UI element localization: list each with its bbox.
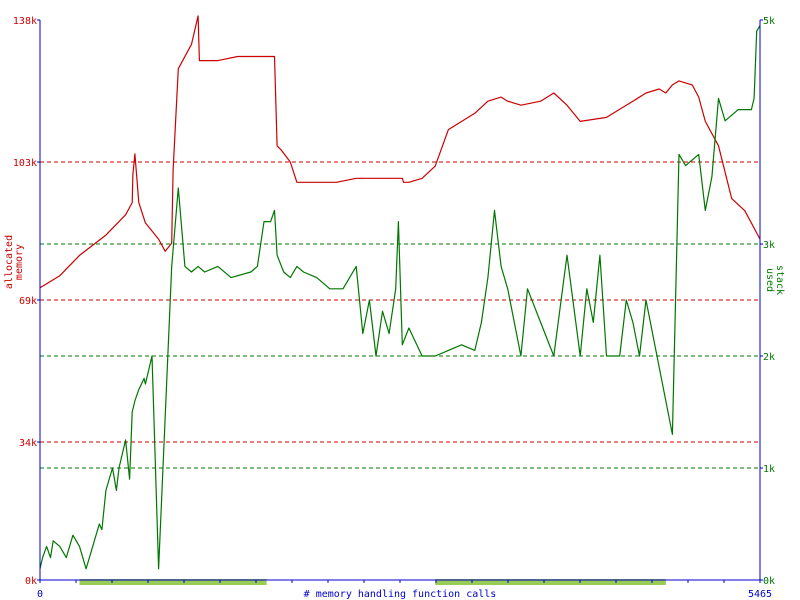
series-line-used-stack <box>39 25 761 570</box>
x-progress-bar <box>79 579 666 585</box>
left-tick-label: 34k <box>19 438 37 449</box>
right-tick-label: 3k <box>763 240 775 251</box>
x-bar-segment <box>435 579 666 585</box>
grid-lines <box>40 161 760 469</box>
right-axis-label-line2: stack <box>774 265 785 295</box>
left-axis-label-line2: memory <box>14 244 25 280</box>
x-bar-segment <box>79 579 267 585</box>
x-tick-min: 0 <box>37 589 43 600</box>
x-axis-label: # memory handling function calls <box>304 589 497 600</box>
series-layer <box>39 15 761 570</box>
right-tick-label: 1k <box>763 464 775 475</box>
right-axis-label-line1: used <box>764 268 775 292</box>
series-line-allocated-memory <box>39 15 761 289</box>
left-tick-label: 0k <box>25 576 37 587</box>
right-tick-label: 5k <box>763 16 775 27</box>
tick-labels: 0k 34k 69k 103k 138k 0k 1k 2k 3k 5k <box>13 16 775 587</box>
right-tick-label: 0k <box>763 576 775 587</box>
left-tick-label: 69k <box>19 296 37 307</box>
x-tick-max: 5465 <box>748 589 772 600</box>
left-tick-label: 103k <box>13 158 37 169</box>
left-tick-label: 138k <box>13 16 37 27</box>
left-axis-label-line1: allocated <box>4 235 15 289</box>
right-tick-label: 2k <box>763 352 775 363</box>
